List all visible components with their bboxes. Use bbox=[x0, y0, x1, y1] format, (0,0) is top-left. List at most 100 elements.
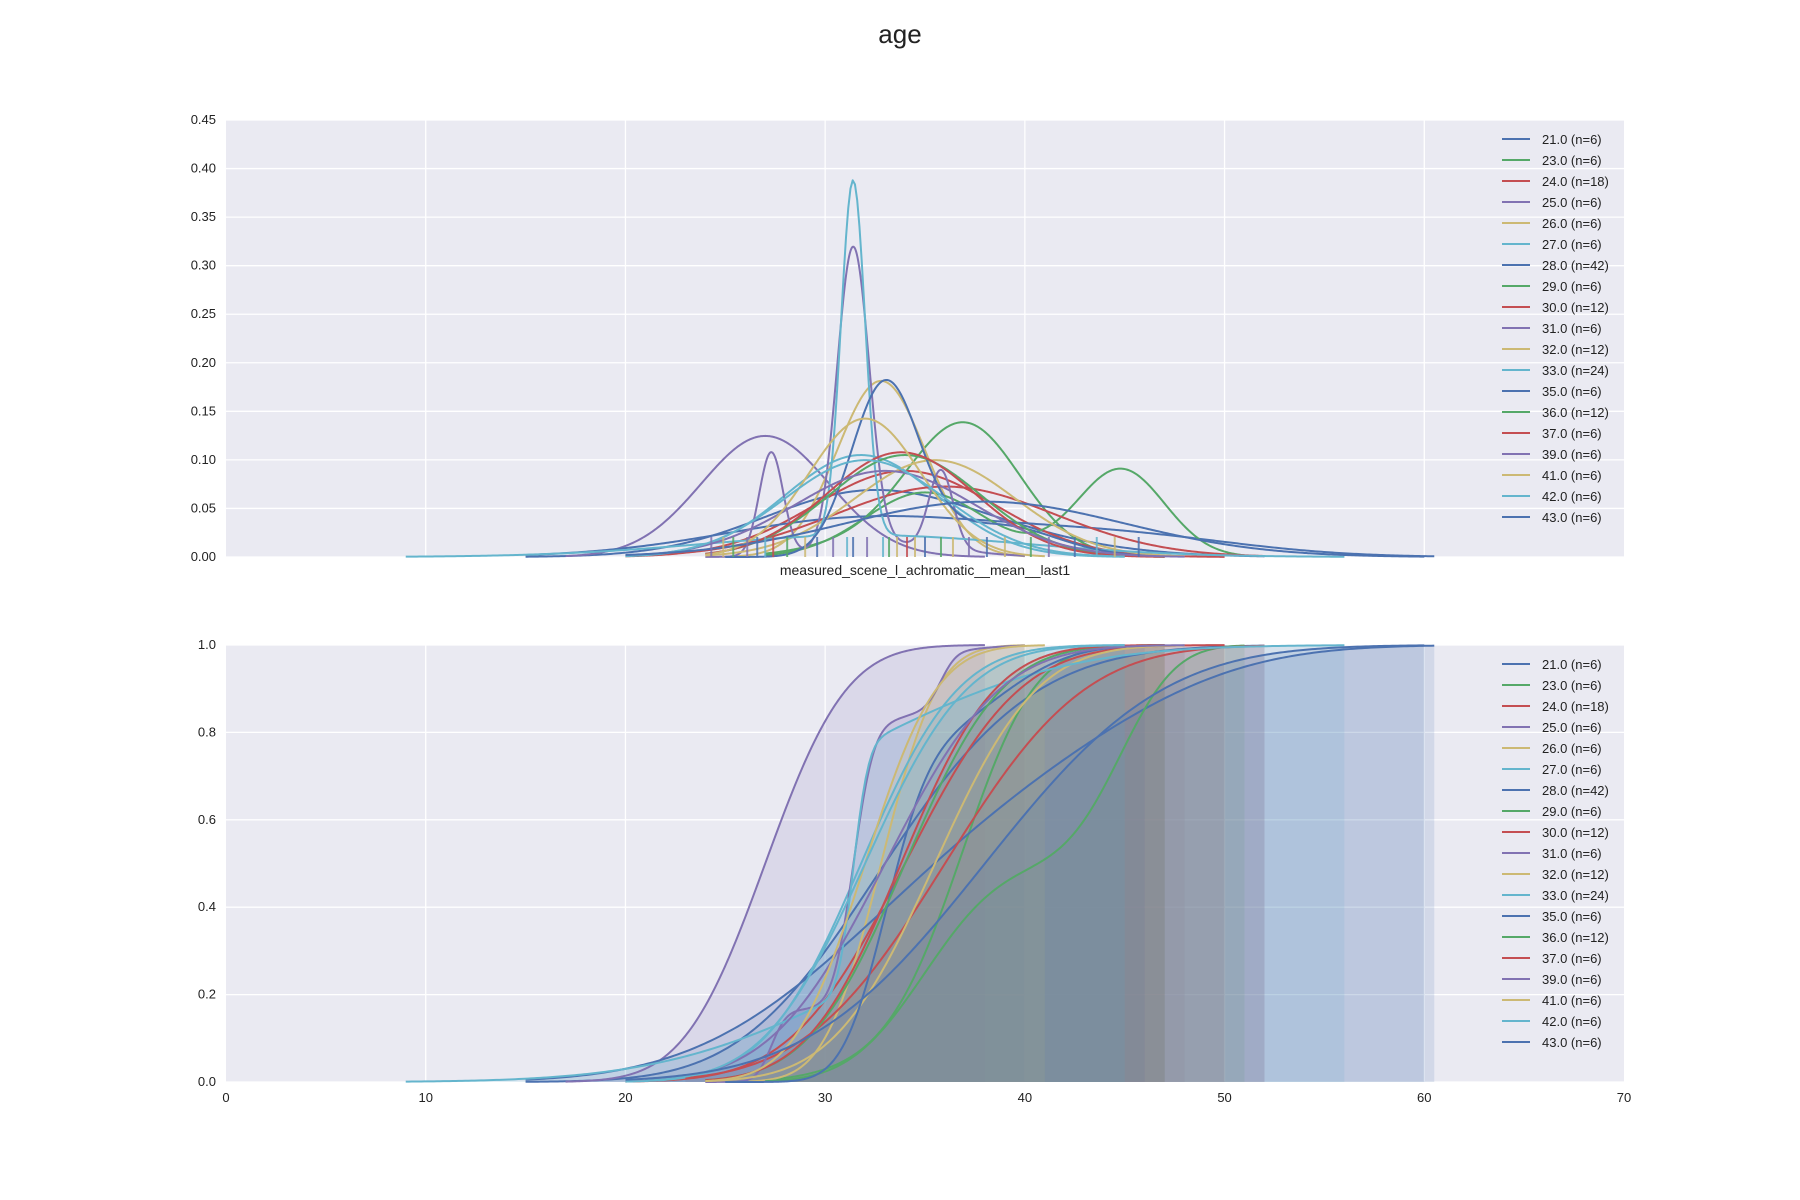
cdf-series-fill bbox=[705, 645, 1045, 1082]
cdf-y-tick-label: 0.0 bbox=[198, 1074, 216, 1089]
cdf-plot-background bbox=[226, 645, 1624, 1082]
cdf-series-line bbox=[645, 644, 1185, 1082]
legend-entry-label: 25.0 (n=6) bbox=[1542, 720, 1602, 735]
legend-entry-label: 42.0 (n=6) bbox=[1542, 1014, 1602, 1029]
kde-series-line bbox=[705, 459, 1185, 558]
legend-entry-label: 37.0 (n=6) bbox=[1542, 951, 1602, 966]
legend-entry-label: 23.0 (n=6) bbox=[1542, 678, 1602, 693]
cdf-curves bbox=[405, 644, 1435, 1083]
legend-entry-label: 29.0 (n=6) bbox=[1542, 804, 1602, 819]
figure-title: age bbox=[878, 19, 921, 49]
cdf-series-line bbox=[405, 644, 1345, 1083]
legend-entry-label: 27.0 (n=6) bbox=[1542, 762, 1602, 777]
kde-series-line bbox=[765, 467, 1245, 557]
cdf-series-line bbox=[625, 644, 1425, 1081]
cdf-y-tick-label: 0.8 bbox=[198, 724, 216, 739]
legend-entry-label: 36.0 (n=12) bbox=[1542, 930, 1609, 945]
legend-entry-label: 32.0 (n=12) bbox=[1542, 867, 1609, 882]
cdf-series-line bbox=[645, 644, 1125, 1082]
legend-entry-label: 43.0 (n=6) bbox=[1542, 1035, 1602, 1050]
legend-entry-label: 41.0 (n=6) bbox=[1542, 993, 1602, 1008]
cdf-series-fill bbox=[625, 645, 1125, 1082]
cdf-series-fill bbox=[625, 645, 1225, 1082]
kde-y-tick-label: 0.40 bbox=[191, 161, 216, 176]
kde-series-line bbox=[625, 500, 1425, 558]
cdf-series-line bbox=[765, 644, 1245, 1083]
legend-entry-label: 24.0 (n=18) bbox=[1542, 699, 1609, 714]
cdf-y-tick-label: 1.0 bbox=[198, 637, 216, 652]
legend-entry-label: 29.0 (n=6) bbox=[1542, 279, 1602, 294]
cdf-x-tick-label: 10 bbox=[418, 1090, 432, 1105]
legend-entry-label: 37.0 (n=6) bbox=[1542, 426, 1602, 441]
cdf-x-tick-label: 70 bbox=[1617, 1090, 1631, 1105]
cdf-x-tick-label: 0 bbox=[222, 1090, 229, 1105]
kde-rug-marks bbox=[710, 537, 1140, 557]
kde-y-tick-label: 0.20 bbox=[191, 355, 216, 370]
legend-entry-label: 30.0 (n=12) bbox=[1542, 825, 1609, 840]
kde-series-line bbox=[705, 451, 1165, 558]
legend-entry-label: 36.0 (n=12) bbox=[1542, 405, 1609, 420]
cdf-series-fill bbox=[765, 645, 1245, 1082]
kde-x-axis-label: measured_scene_l_achromatic__mean__last1 bbox=[780, 562, 1071, 578]
kde-y-tick-label: 0.00 bbox=[191, 549, 216, 564]
cdf-y-tick-label: 0.6 bbox=[198, 812, 216, 827]
cdf-series-line bbox=[725, 644, 1025, 1083]
cdf-panel: 0.0 0.2 0.4 0.6 0.8 1.0 0 10 20 30 40 50 60 70 21.0 … bbox=[198, 637, 1631, 1105]
legend-entry-label: 42.0 (n=6) bbox=[1542, 489, 1602, 504]
kde-panel: 0.00 0.05 0.10 0.15 0.20 0.25 0.30 0.35 0.40 0.45… bbox=[191, 112, 1624, 578]
cdf-x-tick-label: 40 bbox=[1018, 1090, 1032, 1105]
kde-series-line bbox=[405, 179, 1345, 558]
legend-entry-label: 21.0 (n=6) bbox=[1542, 657, 1602, 672]
cdf-series-line bbox=[705, 644, 1185, 1083]
cdf-series-line bbox=[525, 644, 1435, 1081]
cdf-series-fill bbox=[645, 645, 1185, 1082]
kde-y-tick-label: 0.25 bbox=[191, 306, 216, 321]
legend-entry-label: 32.0 (n=12) bbox=[1542, 342, 1609, 357]
legend-entry-label: 21.0 (n=6) bbox=[1542, 132, 1602, 147]
legend-entry-label: 33.0 (n=24) bbox=[1542, 888, 1609, 903]
cdf-series-line bbox=[705, 644, 1165, 1082]
kde-series-line bbox=[645, 459, 1125, 558]
cdf-x-tick-label: 60 bbox=[1417, 1090, 1431, 1105]
cdf-series-fill bbox=[405, 645, 1345, 1082]
kde-series-line bbox=[705, 417, 1046, 558]
legend-entry-label: 39.0 (n=6) bbox=[1542, 972, 1602, 987]
cdf-x-tick-labels: 0 10 20 30 40 50 60 70 bbox=[222, 1090, 1631, 1105]
legend-entry-label: 41.0 (n=6) bbox=[1542, 468, 1602, 483]
kde-series-line bbox=[645, 469, 1185, 558]
legend-entry-label: 24.0 (n=18) bbox=[1542, 174, 1609, 189]
cdf-series-fill bbox=[525, 645, 1435, 1082]
legend-entry-label: 27.0 (n=6) bbox=[1542, 237, 1602, 252]
legend-entry-label: 25.0 (n=6) bbox=[1542, 195, 1602, 210]
cdf-series-fill bbox=[765, 645, 1165, 1082]
kde-y-tick-label: 0.15 bbox=[191, 403, 216, 418]
legend-entry-label: 43.0 (n=6) bbox=[1542, 510, 1602, 525]
kde-series-line bbox=[525, 515, 1435, 558]
legend-entry-label: 30.0 (n=12) bbox=[1542, 300, 1609, 315]
cdf-series-fill bbox=[625, 645, 1425, 1082]
cdf-series-line bbox=[725, 644, 1145, 1083]
legend-entry-label: 35.0 (n=6) bbox=[1542, 909, 1602, 924]
cdf-y-tick-label: 0.4 bbox=[198, 899, 216, 914]
cdf-x-tick-label: 20 bbox=[618, 1090, 632, 1105]
kde-y-tick-label: 0.05 bbox=[191, 500, 216, 515]
legend-entry-label: 31.0 (n=6) bbox=[1542, 846, 1602, 861]
legend-entry-label: 33.0 (n=24) bbox=[1542, 363, 1609, 378]
kde-y-tick-label: 0.10 bbox=[191, 452, 216, 467]
legend-entry-label: 39.0 (n=6) bbox=[1542, 447, 1602, 462]
cdf-y-tick-labels: 0.0 0.2 0.4 0.6 0.8 1.0 bbox=[198, 637, 216, 1089]
legend-entry-label: 28.0 (n=42) bbox=[1542, 258, 1609, 273]
cdf-x-tick-label: 50 bbox=[1217, 1090, 1231, 1105]
cdf-legend: 21.0 (n=6) 23.0 (n=6) 24.0 (n=18) 25.0 (n=6… bbox=[1502, 657, 1609, 1050]
kde-series-line bbox=[525, 488, 1265, 558]
legend-entry-label: 23.0 (n=6) bbox=[1542, 153, 1602, 168]
legend-entry-label: 35.0 (n=6) bbox=[1542, 384, 1602, 399]
legend-entry-label: 26.0 (n=6) bbox=[1542, 216, 1602, 231]
kde-y-tick-labels: 0.00 0.05 0.10 0.15 0.20 0.25 0.30 0.35 0.40 0.45 bbox=[191, 112, 216, 564]
kde-legend: 21.0 (n=6) 23.0 (n=6) 24.0 (n=18) 25.0 (n=6… bbox=[1502, 132, 1609, 525]
cdf-x-tick-label: 30 bbox=[818, 1090, 832, 1105]
cdf-series-line bbox=[565, 644, 985, 1083]
legend-entry-label: 28.0 (n=42) bbox=[1542, 783, 1609, 798]
legend-entry-label: 31.0 (n=6) bbox=[1542, 321, 1602, 336]
